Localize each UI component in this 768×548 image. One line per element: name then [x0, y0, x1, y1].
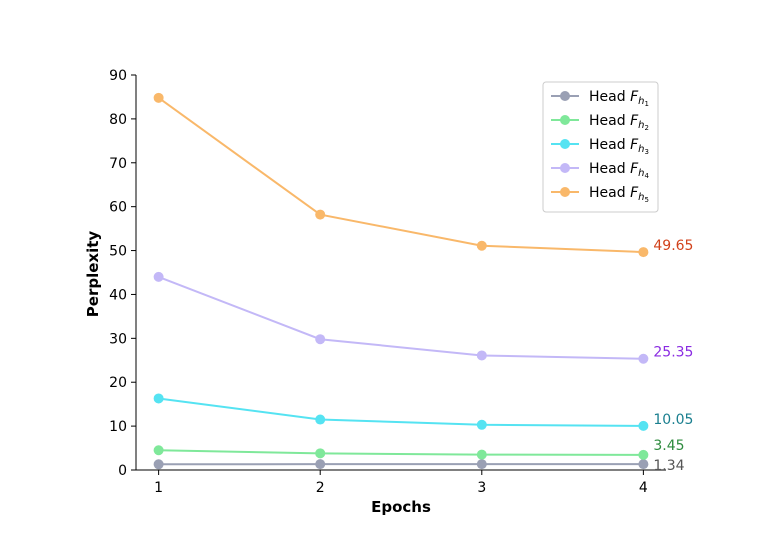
legend-label: Head Fh5: [589, 185, 649, 204]
data-point: [315, 459, 326, 470]
data-point: [153, 393, 164, 404]
series-line: [158, 449, 644, 456]
legend-item: Head Fh5: [551, 185, 649, 204]
series-2: [153, 445, 649, 460]
end-labels: 1.34 3.45 10.05 25.35 49.65: [653, 238, 693, 474]
end-value-label: 25.35: [653, 345, 693, 361]
data-point: [315, 209, 326, 220]
data-point: [315, 334, 326, 345]
series-group: [153, 92, 649, 470]
legend-label: Head Fh3: [589, 137, 649, 156]
axes: 0 10 20 30 40 50 60 70 80 90 1 2 3 4: [109, 68, 666, 496]
end-value-label: 1.34: [653, 458, 684, 474]
series-1: [153, 459, 649, 470]
data-point: [476, 240, 487, 251]
y-tick-label: 20: [109, 375, 127, 391]
legend-label: Head Fh4: [589, 161, 649, 180]
x-axis-title: Epochs: [371, 498, 431, 516]
x-tick-label: 3: [477, 480, 486, 496]
data-point: [476, 350, 487, 361]
y-tick-label: 60: [109, 200, 127, 216]
data-point: [153, 271, 164, 282]
legend-marker: [560, 115, 570, 125]
series-3: [153, 393, 649, 431]
series-5: [153, 92, 649, 258]
legend: Head Fh1 Head Fh2 Head Fh3 Head Fh4 Head Fh5: [542, 81, 659, 213]
y-axis-title: Perplexity: [84, 231, 102, 318]
series-line: [158, 275, 644, 360]
data-point: [315, 448, 326, 459]
y-tick-label: 10: [109, 419, 127, 435]
data-point: [153, 459, 164, 470]
legend-marker: [560, 187, 570, 197]
y-tick-label: 90: [109, 68, 127, 84]
end-value-label: 10.05: [653, 412, 693, 428]
y-tick-label: 50: [109, 244, 127, 260]
legend-marker: [560, 163, 570, 173]
end-value-label: 3.45: [653, 438, 684, 454]
data-point: [638, 449, 649, 460]
legend-item: Head Fh1: [551, 89, 649, 108]
legend-item: Head Fh3: [551, 137, 649, 156]
data-point: [638, 247, 649, 258]
series-line: [158, 397, 644, 427]
y-tick-label: 30: [109, 331, 127, 347]
data-point: [476, 449, 487, 460]
x-tick-label: 4: [639, 480, 648, 496]
data-point: [153, 445, 164, 456]
y-tick-label: 0: [118, 463, 127, 479]
legend-marker: [560, 91, 570, 101]
data-point: [476, 419, 487, 430]
end-value-label: 49.65: [653, 238, 693, 254]
legend-label: Head Fh1: [589, 89, 649, 108]
x-tick-label: 1: [154, 480, 163, 496]
data-point: [476, 459, 487, 470]
y-tick-label: 70: [109, 156, 127, 172]
data-point: [638, 420, 649, 431]
x-tick-label: 2: [316, 480, 325, 496]
data-point: [638, 459, 649, 470]
data-point: [153, 92, 164, 103]
legend-item: Head Fh4: [551, 161, 649, 180]
y-tick-label: 40: [109, 287, 127, 303]
data-point: [638, 353, 649, 364]
legend-item: Head Fh2: [551, 113, 649, 132]
data-point: [315, 414, 326, 425]
legend-marker: [560, 139, 570, 149]
legend-label: Head Fh2: [589, 113, 649, 132]
legend-box: [542, 81, 659, 213]
series-4: [153, 271, 649, 364]
y-tick-label: 80: [109, 112, 127, 128]
series-line: [158, 97, 644, 254]
